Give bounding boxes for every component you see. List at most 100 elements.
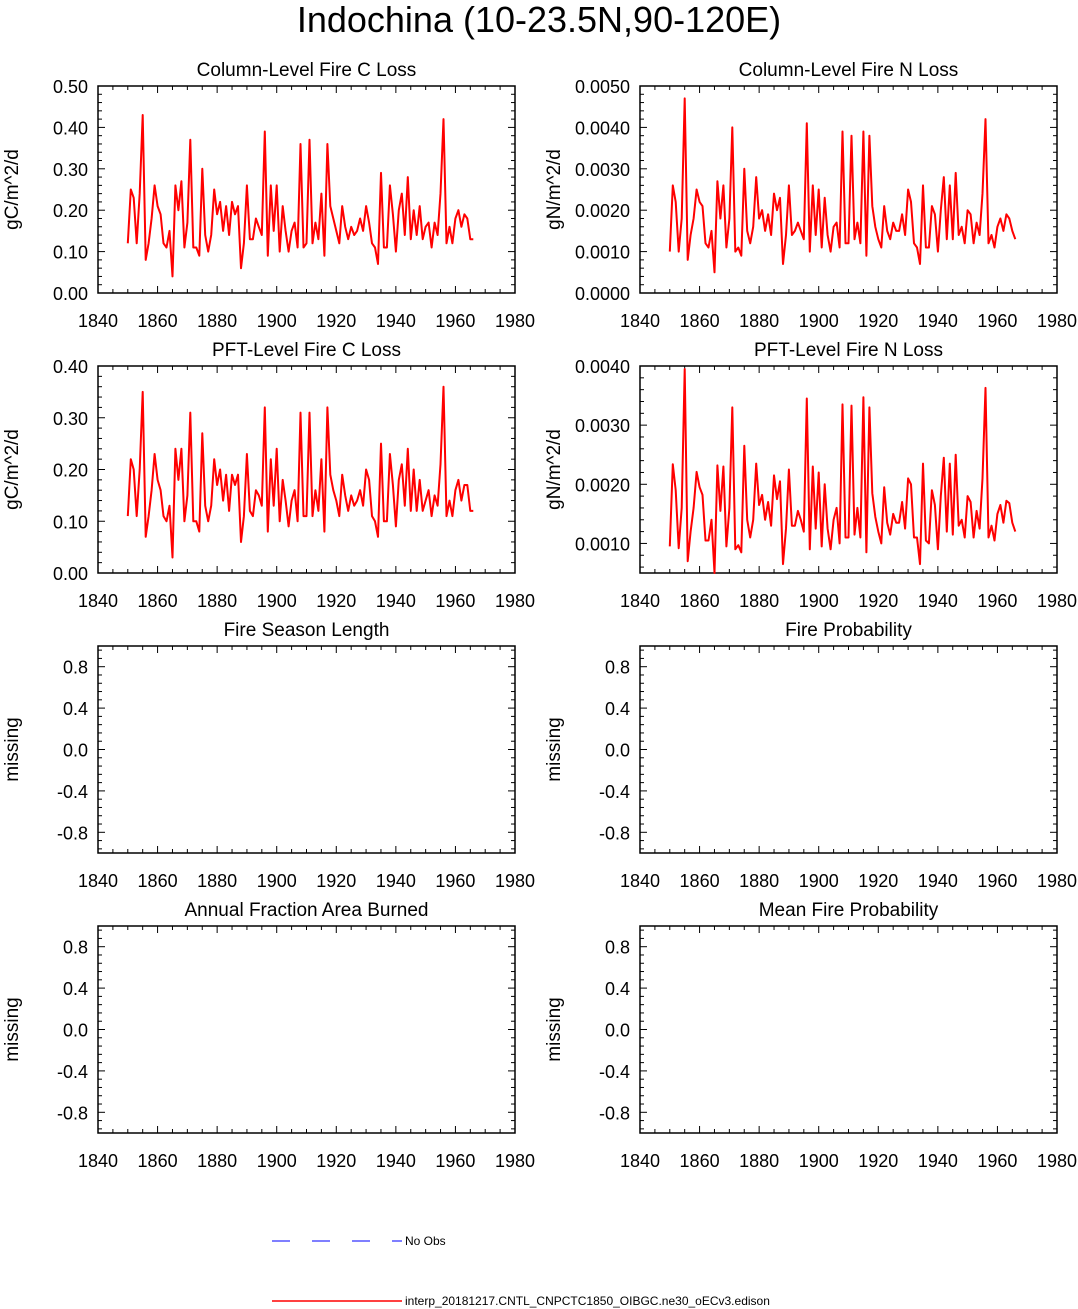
- x-tick-label: 1960: [977, 1151, 1017, 1171]
- y-tick-label: 0.10: [53, 512, 88, 532]
- x-tick-label: 1980: [495, 871, 535, 891]
- y-tick-label: 0.0030: [575, 160, 630, 180]
- x-tick-label: 1960: [435, 591, 475, 611]
- y-tick-label: 0.0000: [575, 284, 630, 304]
- y-tick-label: 0.40: [53, 118, 88, 138]
- x-tick-label: 1840: [78, 1151, 118, 1171]
- x-tick-label: 1860: [680, 871, 720, 891]
- x-tick-label: 1980: [1037, 591, 1077, 611]
- x-tick-label: 1860: [138, 591, 178, 611]
- x-tick-label: 1960: [435, 311, 475, 331]
- x-tick-label: 1960: [435, 1151, 475, 1171]
- y-tick-label: 0.00: [53, 564, 88, 584]
- x-tick-label: 1900: [799, 871, 839, 891]
- x-tick-label: 1840: [78, 871, 118, 891]
- x-tick-label: 1900: [799, 1151, 839, 1171]
- y-tick-label: 0.0050: [575, 77, 630, 97]
- x-tick-label: 1900: [257, 591, 297, 611]
- x-tick-label: 1900: [799, 311, 839, 331]
- x-tick-label: 1840: [620, 311, 660, 331]
- x-tick-label: 1940: [918, 311, 958, 331]
- x-tick-label: 1980: [1037, 1151, 1077, 1171]
- y-tick-label: 0.0040: [575, 357, 630, 377]
- x-tick-label: 1960: [977, 871, 1017, 891]
- chart-title: Column-Level Fire C Loss: [197, 60, 417, 81]
- x-tick-label: 1840: [620, 871, 660, 891]
- y-tick-label: -0.4: [599, 782, 630, 802]
- y-tick-label: 0.4: [605, 699, 630, 719]
- x-tick-label: 1880: [739, 591, 779, 611]
- chart-panel: Fire Season Length missing 1840 1860 1880 190…: [2, 620, 535, 891]
- x-tick-label: 1960: [977, 311, 1017, 331]
- y-tick-label: 0.20: [53, 201, 88, 221]
- x-tick-label: 1840: [78, 591, 118, 611]
- y-tick-label: 0.8: [63, 658, 88, 678]
- x-tick-label: 1920: [316, 1151, 356, 1171]
- y-tick-label: 0.20: [53, 461, 88, 481]
- x-tick-label: 1900: [799, 591, 839, 611]
- y-tick-label: -0.4: [599, 1062, 630, 1082]
- x-tick-label: 1940: [376, 1151, 416, 1171]
- x-tick-label: 1860: [680, 1151, 720, 1171]
- chart-panel: Annual Fraction Area Burned missing 1840 18…: [2, 900, 535, 1171]
- chart-title: Column-Level Fire N Loss: [739, 60, 959, 81]
- x-tick-label: 1880: [197, 871, 237, 891]
- x-tick-label: 1860: [138, 311, 178, 331]
- x-tick-label: 1920: [316, 591, 356, 611]
- y-axis-label: gC/m^2/d: [2, 149, 23, 230]
- chart-panel: Fire Probability missing 1840 1860 1880 1900 1…: [544, 620, 1077, 891]
- y-axis-label: missing: [544, 997, 565, 1061]
- x-tick-label: 1860: [138, 871, 178, 891]
- x-tick-label: 1900: [257, 871, 297, 891]
- y-axis-label: missing: [544, 717, 565, 781]
- chart-panel: Column-Level Fire C Loss gC/m^2/d 1840 1860…: [2, 60, 535, 331]
- y-tick-label: 0.0040: [575, 118, 630, 138]
- y-tick-label: 0.30: [53, 160, 88, 180]
- y-tick-label: 0.50: [53, 77, 88, 97]
- x-tick-label: 1980: [1037, 871, 1077, 891]
- legend-obs-label: No Obs: [405, 1234, 446, 1248]
- x-tick-label: 1940: [918, 1151, 958, 1171]
- x-tick-label: 1920: [858, 871, 898, 891]
- x-tick-label: 1940: [918, 591, 958, 611]
- x-tick-label: 1940: [376, 311, 416, 331]
- y-tick-label: -0.8: [599, 823, 630, 843]
- x-tick-label: 1880: [739, 1151, 779, 1171]
- x-tick-label: 1940: [918, 871, 958, 891]
- y-tick-label: -0.8: [57, 1103, 88, 1123]
- x-tick-label: 1840: [620, 591, 660, 611]
- x-tick-label: 1960: [435, 871, 475, 891]
- y-tick-label: 0.8: [63, 938, 88, 958]
- y-tick-label: 0.0: [605, 1021, 630, 1041]
- x-tick-label: 1920: [858, 1151, 898, 1171]
- x-tick-label: 1980: [1037, 311, 1077, 331]
- y-axis-label: gC/m^2/d: [2, 429, 23, 510]
- y-tick-label: 0.4: [605, 979, 630, 999]
- x-tick-label: 1920: [316, 311, 356, 331]
- series-line: [126, 385, 474, 559]
- y-tick-label: 0.0030: [575, 416, 630, 436]
- x-tick-label: 1880: [197, 311, 237, 331]
- y-tick-label: -0.4: [57, 782, 88, 802]
- x-tick-label: 1920: [858, 591, 898, 611]
- y-tick-label: 0.10: [53, 243, 88, 263]
- chart-title: Annual Fraction Area Burned: [185, 900, 429, 921]
- legend-model-label: interp_20181217.CNTL_CNPCTC1850_OIBGC.ne…: [405, 1294, 770, 1308]
- x-tick-label: 1960: [977, 591, 1017, 611]
- y-axis-label: missing: [2, 717, 23, 781]
- y-tick-label: 0.0: [63, 1021, 88, 1041]
- y-tick-label: 0.4: [63, 699, 88, 719]
- chart-title: PFT-Level Fire C Loss: [212, 340, 401, 361]
- x-tick-label: 1980: [495, 311, 535, 331]
- y-axis-label: missing: [2, 997, 23, 1061]
- y-tick-label: 0.0020: [575, 201, 630, 221]
- series-line: [126, 114, 474, 278]
- chart-panel: Column-Level Fire N Loss gN/m^2/d 1840 1860…: [544, 60, 1077, 331]
- x-tick-label: 1880: [197, 591, 237, 611]
- x-tick-label: 1920: [316, 871, 356, 891]
- y-tick-label: 0.0020: [575, 475, 630, 495]
- page-title: Indochina (10-23.5N,90-120E): [296, 0, 782, 40]
- chart-title: Fire Season Length: [224, 620, 390, 641]
- chart-title: PFT-Level Fire N Loss: [754, 340, 943, 361]
